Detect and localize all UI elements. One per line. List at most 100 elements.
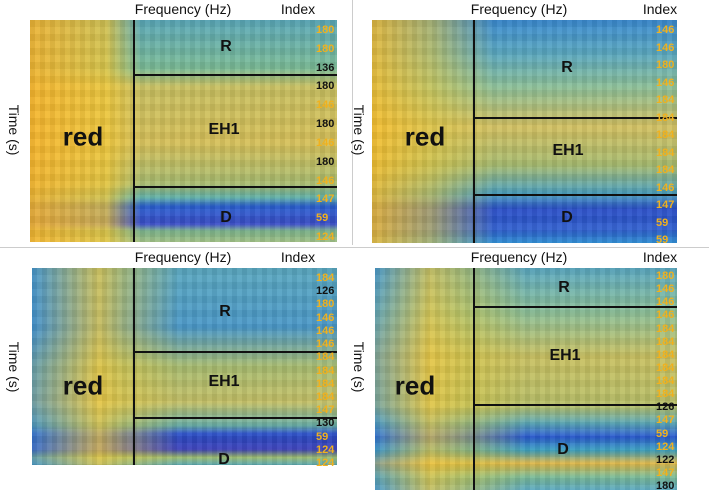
index-label: 184 xyxy=(656,348,675,361)
index-label: 136 xyxy=(316,61,335,74)
x-axis-label: Frequency (Hz) xyxy=(134,1,232,17)
index-label: 184 xyxy=(656,335,675,348)
index-label: 180 xyxy=(316,298,335,311)
region-label: R xyxy=(219,303,231,320)
region-label: D xyxy=(220,209,232,226)
y-axis-label: Time (s) xyxy=(351,341,367,393)
index-label: 146 xyxy=(316,136,335,149)
region-label: red xyxy=(62,121,104,152)
index-header: Index xyxy=(642,249,678,265)
index-label: 124 xyxy=(316,457,335,469)
index-label: 147 xyxy=(316,404,335,417)
divider-line xyxy=(474,194,677,196)
index-label: 147 xyxy=(656,414,675,427)
region-label: D xyxy=(218,451,230,468)
divider-line xyxy=(474,117,677,119)
region-label: R xyxy=(561,59,573,76)
x-axis-label: Frequency (Hz) xyxy=(134,249,232,265)
index-label: 184 xyxy=(316,272,335,284)
region-label: EH1 xyxy=(552,142,584,159)
index-label: 184 xyxy=(656,375,675,387)
index-label: 184 xyxy=(656,111,675,124)
index-label: 184 xyxy=(316,377,335,390)
index-label: 184 xyxy=(656,129,675,141)
index-label: 126 xyxy=(656,401,675,414)
index-label: 180 xyxy=(656,270,675,282)
heatmap xyxy=(372,20,677,243)
index-label: 59 xyxy=(656,427,669,440)
index-label: 59 xyxy=(316,212,329,225)
x-axis-label: Frequency (Hz) xyxy=(470,249,568,265)
index-label: 180 xyxy=(656,480,675,492)
region-label: red xyxy=(394,370,436,401)
index-header: Index xyxy=(280,249,316,265)
index-label: 146 xyxy=(656,76,675,89)
index-label: 184 xyxy=(316,390,335,403)
index-label: 184 xyxy=(656,388,675,401)
index-label: 146 xyxy=(656,24,675,36)
index-label: 146 xyxy=(316,324,335,337)
divider-line xyxy=(474,306,677,308)
index-label: 180 xyxy=(316,118,335,131)
divider-line xyxy=(134,186,337,188)
heatmap xyxy=(375,268,677,490)
divider-line xyxy=(473,20,475,243)
region-label: R xyxy=(220,38,232,55)
index-label: 146 xyxy=(656,41,675,54)
region-label: EH1 xyxy=(208,373,240,390)
index-label: 124 xyxy=(316,443,335,456)
index-label: 124 xyxy=(656,440,675,453)
index-label: 147 xyxy=(316,193,335,206)
index-header: Index xyxy=(642,1,678,17)
divider-line xyxy=(133,268,135,465)
index-label: 126 xyxy=(316,285,335,298)
divider-line xyxy=(134,74,337,76)
index-label: 184 xyxy=(316,364,335,377)
region-label: red xyxy=(404,121,446,152)
index-label: 147 xyxy=(656,199,675,211)
index-header: Index xyxy=(280,1,316,17)
divider-line xyxy=(134,351,337,353)
index-label: 59 xyxy=(316,430,329,443)
index-label: 146 xyxy=(656,283,675,296)
index-label: 184 xyxy=(656,146,675,159)
index-label: 146 xyxy=(316,99,335,112)
index-label: 180 xyxy=(316,42,335,55)
region-label: red xyxy=(62,370,104,401)
region-label: EH1 xyxy=(208,121,240,138)
index-label: 146 xyxy=(316,338,335,351)
index-label: 122 xyxy=(656,453,675,466)
region-label: D xyxy=(557,441,569,458)
divider xyxy=(0,247,709,248)
divider-line xyxy=(134,417,337,419)
index-label: 184 xyxy=(656,361,675,374)
index-label: 124 xyxy=(316,231,335,243)
index-label: 184 xyxy=(656,164,675,176)
index-label: 146 xyxy=(656,296,675,309)
index-label: 146 xyxy=(656,181,675,194)
region-label: EH1 xyxy=(549,347,581,364)
region-label: D xyxy=(561,209,573,226)
divider-line xyxy=(473,268,475,490)
index-label: 184 xyxy=(656,322,675,335)
index-label: 146 xyxy=(316,174,335,187)
heatmap xyxy=(30,20,337,242)
index-label: 146 xyxy=(656,309,675,322)
index-label: 180 xyxy=(316,80,335,93)
index-label: 59 xyxy=(656,234,669,246)
x-axis-label: Frequency (Hz) xyxy=(470,1,568,17)
index-label: 147 xyxy=(656,466,675,479)
heatmap xyxy=(32,268,337,465)
y-axis-label: Time (s) xyxy=(351,104,367,156)
y-axis-label: Time (s) xyxy=(6,341,22,393)
index-label: 59 xyxy=(656,216,669,229)
index-label: 184 xyxy=(656,94,675,106)
index-label: 130 xyxy=(316,417,335,430)
divider-line xyxy=(133,20,135,242)
index-label: 180 xyxy=(316,155,335,168)
index-label: 146 xyxy=(316,311,335,324)
divider-line xyxy=(474,404,677,406)
index-label: 184 xyxy=(316,351,335,364)
region-label: R xyxy=(558,279,570,296)
index-label: 180 xyxy=(656,59,675,71)
